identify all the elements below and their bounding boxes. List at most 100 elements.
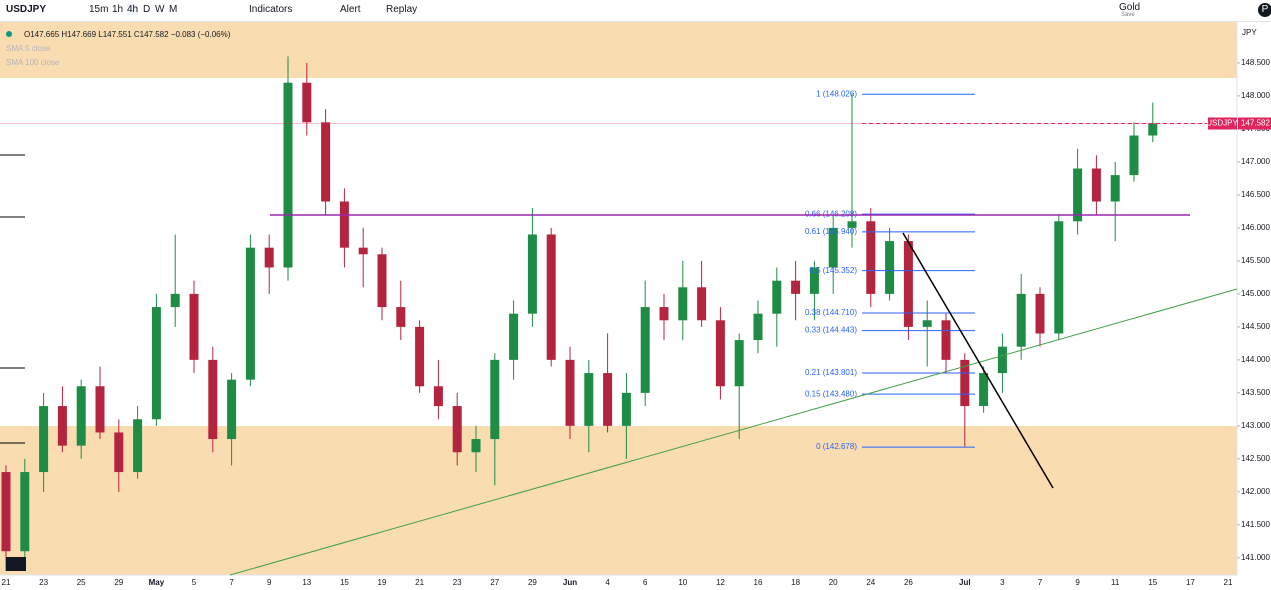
- fib-label: 0.21 (143.801): [805, 368, 857, 377]
- indicators-button[interactable]: Indicators: [249, 4, 293, 15]
- interval[interactable]: 4h: [127, 4, 139, 15]
- study[interactable]: SMA 5 close: [6, 44, 51, 53]
- fib-label: 0 (142.678): [816, 442, 857, 451]
- y-tick-label: 145.000: [1241, 289, 1270, 298]
- x-tick-label: 27: [490, 578, 499, 587]
- candle-body: [997, 346, 1007, 374]
- candle-body: [697, 287, 707, 321]
- interval[interactable]: D: [143, 4, 151, 15]
- fib-label: 0.61 (145.940): [805, 227, 857, 236]
- ohlc-values: O147.665 H147.669 L147.551 C147.582 −0.0…: [24, 30, 231, 39]
- zone-top: [0, 22, 1237, 78]
- x-tick-label: 7: [229, 578, 234, 587]
- candle-body: [396, 307, 406, 327]
- y-tick-label: 145.500: [1241, 256, 1270, 265]
- x-tick-label: 4: [605, 578, 610, 587]
- x-tick-label: 23: [453, 578, 462, 587]
- candle-body: [734, 340, 744, 387]
- zone-bottom: [0, 426, 1237, 575]
- alert-button[interactable]: Alert: [340, 4, 361, 15]
- y-tick-label: 142.000: [1241, 487, 1270, 496]
- x-tick-label: 9: [1075, 578, 1080, 587]
- candle-body: [1, 472, 11, 552]
- candle-body: [903, 241, 913, 327]
- x-tick-label: 21: [1224, 578, 1233, 587]
- x-tick-label: 13: [302, 578, 311, 587]
- x-tick-label: 17: [1186, 578, 1195, 587]
- candle-body: [245, 247, 255, 380]
- candle-body: [809, 267, 819, 294]
- candle-body: [922, 320, 932, 327]
- x-tick-label: 24: [866, 578, 875, 587]
- candle-body: [415, 326, 425, 387]
- currency-label: JPY: [1242, 28, 1257, 37]
- interval[interactable]: W: [155, 4, 165, 15]
- candle-body: [170, 293, 180, 308]
- y-tick-label: 143.000: [1241, 421, 1270, 430]
- x-tick-label: 3: [1000, 578, 1005, 587]
- x-tick-label: 9: [267, 578, 272, 587]
- replay-button[interactable]: Replay: [386, 4, 418, 15]
- symbol[interactable]: USDJPY: [6, 4, 47, 15]
- y-tick-label: 147.000: [1241, 157, 1270, 166]
- layout-name[interactable]: Gold: [1119, 2, 1141, 13]
- x-tick-label: 23: [39, 578, 48, 587]
- candle-body: [1073, 168, 1083, 222]
- candle-body: [339, 201, 349, 248]
- marks: 1 (148.026) 0.66 (146.208) 0.61 (145.940) 0…: [1, 56, 1158, 572]
- candle-body: [546, 234, 556, 360]
- fib-label: 0.38 (144.710): [805, 308, 857, 317]
- candle-body: [283, 82, 293, 268]
- x-tick-label: 5: [192, 578, 197, 587]
- candle-body: [659, 307, 669, 321]
- legend: O147.665 H147.669 L147.551 C147.582 −0.0…: [6, 28, 230, 70]
- candle-body: [264, 247, 274, 268]
- candle-body: [302, 82, 312, 123]
- avatar[interactable]: P: [1258, 3, 1271, 17]
- logo: [6, 557, 26, 571]
- x-tick-label: 10: [678, 578, 687, 587]
- price-tag: 147.582: [1241, 119, 1270, 128]
- candle-body: [95, 386, 105, 433]
- save-label[interactable]: Save: [1121, 12, 1135, 18]
- candle-body: [885, 241, 895, 294]
- x-tick-label: 25: [77, 578, 86, 587]
- candle-body: [189, 293, 199, 360]
- interval[interactable]: M: [169, 4, 178, 15]
- x-tick-label: May: [149, 578, 165, 587]
- trend-line: [902, 232, 1054, 489]
- y-tick-label: 141.000: [1241, 553, 1270, 562]
- symbol-tag: USDJPY: [1206, 119, 1238, 128]
- x-tick-label: 26: [904, 578, 913, 587]
- fib-label: 0.33 (144.443): [805, 326, 857, 335]
- y-tick-label: 146.000: [1241, 223, 1270, 232]
- study[interactable]: SMA 100 close: [6, 58, 60, 67]
- x-tick-label: 29: [528, 578, 537, 587]
- x-tick-label: 12: [716, 578, 725, 587]
- candle-body: [1148, 123, 1158, 136]
- interval[interactable]: 15m: [89, 4, 109, 15]
- candle-body: [133, 419, 143, 473]
- fib-label: 0.5 (145.352): [809, 266, 857, 275]
- candle-body: [678, 287, 688, 321]
- x-tick-label: 15: [340, 578, 349, 587]
- candle-body: [321, 122, 331, 202]
- y-tick-label: 144.000: [1241, 355, 1270, 364]
- interval[interactable]: 1h: [112, 4, 124, 15]
- candle-body: [960, 359, 970, 407]
- y-tick-label: 141.500: [1241, 520, 1270, 529]
- y-tick-label: 146.500: [1241, 190, 1270, 199]
- candle-body: [227, 379, 237, 440]
- x-tick-label: 20: [829, 578, 838, 587]
- candle-body: [866, 221, 876, 294]
- candle-body: [1129, 135, 1139, 176]
- candle-body: [208, 359, 218, 440]
- status-dot: [6, 31, 12, 37]
- candle-body: [151, 307, 161, 420]
- toolbar: USDJPY 15m 1h 4h D W M Indicators Alert …: [0, 0, 1271, 22]
- candle-body: [847, 221, 857, 228]
- y-tick-label: 143.500: [1241, 388, 1270, 397]
- candle-body: [527, 234, 537, 314]
